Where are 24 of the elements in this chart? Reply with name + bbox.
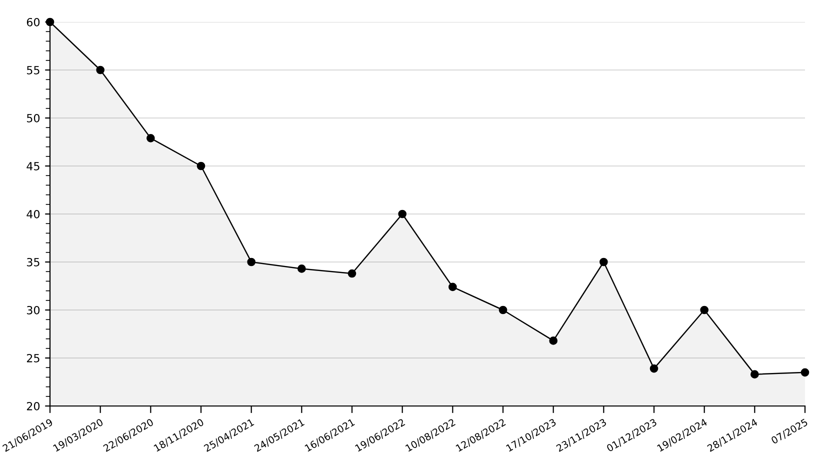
point (448, 282, 457, 292)
point (700, 306, 708, 314)
point (549, 336, 558, 345)
point (298, 264, 306, 273)
y-tick-label: 55 (26, 66, 40, 74)
point (146, 134, 155, 142)
y-tick-label: 50 (26, 114, 40, 122)
point (196, 162, 206, 170)
point (650, 364, 658, 373)
y-tick-label: 60 (26, 18, 40, 26)
y-tick-label: 40 (26, 210, 40, 218)
y-tick-label: 25 (26, 354, 40, 362)
y-tick-label: 35 (26, 258, 40, 266)
point (348, 269, 356, 278)
point (96, 66, 104, 74)
point (600, 258, 608, 266)
point (498, 306, 508, 314)
point (247, 258, 256, 266)
point (398, 210, 406, 218)
y-tick-label: 45 (26, 162, 40, 170)
point (750, 370, 759, 378)
y-tick-label: 20 (26, 402, 40, 410)
y-tick-label: 30 (26, 306, 40, 314)
point (800, 368, 810, 377)
